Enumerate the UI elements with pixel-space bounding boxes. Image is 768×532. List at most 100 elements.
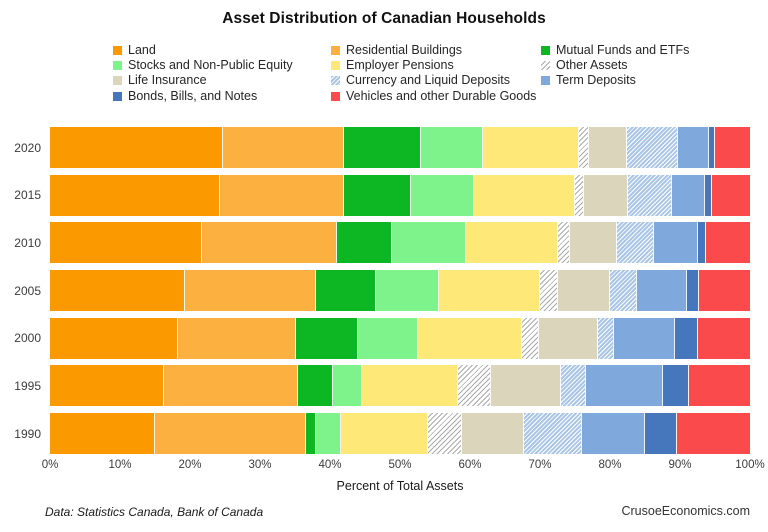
bar-segment-vehicles-and-other-durable-goods [705, 222, 750, 264]
legend-label: Employer Pensions [346, 58, 454, 73]
bar-segment-residential-buildings [163, 365, 298, 407]
legend-column: Residential Buildings Employer Pensions Cu… [331, 43, 541, 104]
bar-segment-currency-and-liquid-deposits [560, 365, 585, 407]
bar-segment-vehicles-and-other-durable-goods [698, 270, 750, 312]
bar-segment-other-assets [578, 127, 589, 168]
legend-item-vehicles-and-other-durable-goods: Vehicles and other Durable Goods [331, 89, 541, 104]
legend-label: Vehicles and other Durable Goods [346, 88, 537, 103]
bar-segment-employer-pensions [465, 222, 558, 264]
bar-row-2015: 2015 [0, 174, 750, 216]
bar-segment-employer-pensions [340, 413, 427, 455]
stacked-bar [50, 413, 750, 455]
bar-segment-life-insurance [588, 127, 627, 168]
legend-item-currency-and-liquid-deposits: Currency and Liquid Deposits [331, 73, 541, 88]
bar-segment-vehicles-and-other-durable-goods [688, 365, 750, 407]
y-axis-label: 2015 [14, 188, 41, 203]
bar-segment-currency-and-liquid-deposits [523, 413, 581, 455]
bar-row-1995: 1995 [0, 365, 750, 407]
bar-segment-residential-buildings [176, 317, 295, 359]
y-axis-label: 2005 [14, 283, 41, 298]
bar-segment-land [50, 365, 164, 407]
legend-column: Land Stocks and Non-Public Equity Life Ins… [113, 43, 331, 104]
stacked-bar [50, 174, 750, 216]
bar-segment-land [50, 413, 155, 455]
bar-segment-residential-buildings [184, 270, 316, 312]
bar-segment-mutual-funds-and-etfs [315, 270, 375, 312]
bar-segment-other-assets [573, 174, 583, 216]
x-tick-label: 10% [108, 459, 132, 471]
bar-segment-bonds-bills-and-notes [662, 365, 689, 407]
bar-segment-stocks-and-non-public-equity [357, 317, 417, 359]
term-deposits-swatch-icon [541, 76, 550, 86]
bar-segment-stocks-and-non-public-equity [374, 270, 438, 312]
legend-label: Bonds, Bills, and Notes [128, 88, 258, 103]
legend-label: Mutual Funds and ETFs [556, 43, 690, 58]
bar-segment-bonds-bills-and-notes [644, 413, 676, 455]
other-assets-swatch-icon [541, 61, 550, 71]
bar-segment-currency-and-liquid-deposits [627, 174, 671, 216]
bar-segment-life-insurance [489, 365, 561, 407]
bar-segment-mutual-funds-and-etfs [294, 317, 358, 359]
bar-segment-mutual-funds-and-etfs [335, 222, 391, 264]
bar-segment-currency-and-liquid-deposits [609, 270, 636, 312]
bar-segment-currency-and-liquid-deposits [597, 317, 613, 359]
bar-segment-term-deposits [677, 127, 708, 168]
bar-segment-currency-and-liquid-deposits [626, 127, 678, 168]
legend-label: Other Assets [556, 58, 628, 73]
y-axis-label: 2000 [14, 331, 41, 346]
bar-segment-employer-pensions [360, 365, 458, 407]
legend-item-other-assets: Other Assets [541, 58, 721, 73]
bar-segment-life-insurance [569, 222, 617, 264]
x-axis-title: Percent of Total Assets [336, 479, 464, 493]
x-tick-label: 30% [248, 459, 272, 471]
x-axis: 0% 10% 20% 30% 40% 50% 60% 70% 80% 90% 100% [42, 459, 765, 474]
bar-segment-stocks-and-non-public-equity [315, 413, 341, 455]
stacked-bar [50, 270, 750, 312]
x-tick-label: 70% [528, 459, 552, 471]
bar-segment-bonds-bills-and-notes [686, 270, 699, 312]
bar-segment-land [50, 127, 222, 168]
bar-segment-term-deposits [612, 317, 675, 359]
bar-row-1990: 1990 [0, 413, 750, 455]
bar-segment-other-assets [457, 365, 490, 407]
bar-segment-vehicles-and-other-durable-goods [713, 127, 750, 168]
x-tick-label: 60% [458, 459, 482, 471]
bar-row-2020: 2020 [0, 127, 750, 168]
bar-segment-residential-buildings [221, 127, 343, 168]
bar-segment-other-assets [426, 413, 461, 455]
bar-segment-term-deposits [635, 270, 687, 312]
chart-title: Asset Distribution of Canadian Household… [222, 10, 546, 27]
stacked-bar [50, 127, 750, 168]
legend-label: Term Deposits [556, 73, 636, 88]
bar-segment-life-insurance [460, 413, 524, 455]
employer-pensions-swatch-icon [331, 61, 340, 71]
bar-segment-employer-pensions [472, 174, 574, 216]
data-source-note: Data: Statistics Canada, Bank of Canada [45, 505, 264, 519]
legend: Land Stocks and Non-Public Equity Life Ins… [113, 43, 721, 104]
legend-label: Stocks and Non-Public Equity [128, 58, 293, 73]
y-axis-label: 1995 [14, 378, 41, 393]
bar-row-2010: 2010 [0, 222, 750, 264]
y-axis-label: 2020 [14, 140, 41, 155]
bar-segment-currency-and-liquid-deposits [616, 222, 653, 264]
legend-item-employer-pensions: Employer Pensions [331, 58, 541, 73]
brand-text: CrusoeEconomics.com [621, 504, 750, 518]
bar-segment-mutual-funds-and-etfs [342, 127, 421, 168]
residential-buildings-swatch-icon [331, 46, 340, 56]
bar-segment-residential-buildings [200, 222, 336, 264]
bar-segment-residential-buildings [154, 413, 306, 455]
land-swatch-icon [113, 46, 122, 56]
bar-segment-land [50, 270, 185, 312]
y-axis-label: 1990 [14, 426, 41, 441]
bar-segment-land [50, 174, 219, 216]
x-tick-label: 100% [735, 459, 765, 471]
bar-segment-stocks-and-non-public-equity [332, 365, 361, 407]
legend-item-term-deposits: Term Deposits [541, 73, 721, 88]
bar-segment-term-deposits [652, 222, 698, 264]
bar-segment-employer-pensions [481, 127, 579, 168]
bar-segment-term-deposits [580, 413, 645, 455]
legend-label: Land [128, 43, 156, 58]
legend-column: Mutual Funds and ETFs Other Assets Term De… [541, 43, 721, 104]
bar-segment-stocks-and-non-public-equity [420, 127, 482, 168]
